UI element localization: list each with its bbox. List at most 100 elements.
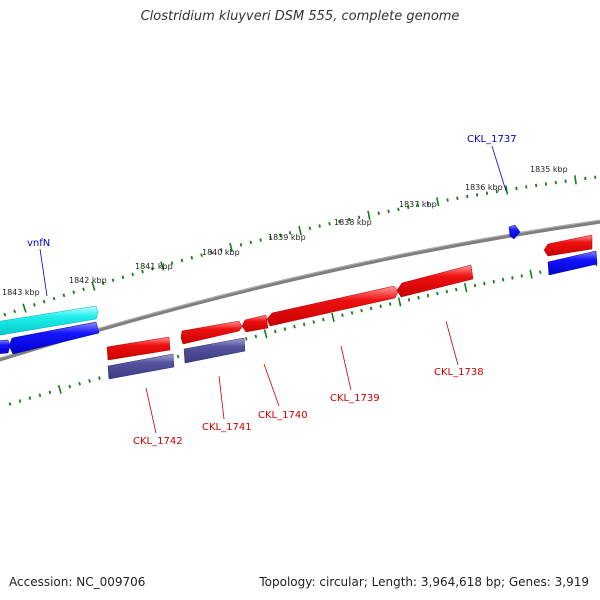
major-tick	[331, 312, 335, 322]
minor-tick	[456, 196, 459, 200]
minor-tick	[42, 299, 46, 304]
minor-tick	[483, 281, 486, 286]
minor-tick	[200, 253, 203, 257]
minor-tick	[33, 303, 36, 307]
gene-labels: vnfN CKL_1737 CKL_1738 CKL_1739 CKL_1740…	[27, 134, 517, 447]
minor-tick	[360, 308, 363, 313]
major-tick	[263, 329, 268, 339]
tick-labels: 1843 kbp 1842 kbp 1841 kbp 1840 kbp 1839…	[2, 165, 568, 297]
minor-tick	[72, 290, 76, 295]
minor-tick	[13, 309, 17, 314]
gene-feature-CKL_1740[interactable]	[180, 320, 243, 345]
minor-tick	[417, 295, 420, 300]
minor-tick	[78, 381, 81, 386]
minor-tick	[141, 269, 144, 274]
gene-feature-CKL_1739[interactable]	[266, 285, 399, 327]
tick-label: 1839 kbp	[268, 233, 306, 242]
minor-tick	[151, 266, 154, 271]
minor-tick	[407, 205, 410, 210]
minor-tick	[564, 179, 567, 183]
gene-feature-CKL_1742[interactable]	[106, 336, 171, 361]
major-tick	[91, 281, 96, 291]
minor-tick	[492, 279, 495, 284]
outer-tick-ring	[3, 175, 597, 317]
minor-tick	[245, 337, 248, 341]
minor-tick	[387, 209, 390, 213]
minor-tick	[52, 296, 56, 301]
major-tick	[505, 185, 509, 195]
minor-tick	[501, 277, 505, 282]
minor-tick	[318, 224, 321, 228]
gene-feature-right-blue[interactable]	[547, 250, 598, 276]
minor-tick	[535, 183, 538, 188]
gene-feature-CKL_1737[interactable]	[508, 224, 521, 240]
gene-label-CKL_1741[interactable]: CKL_1741	[202, 422, 252, 433]
minor-tick	[475, 193, 479, 197]
gene-label-CKL_1738[interactable]: CKL_1738	[434, 367, 484, 378]
major-tick	[574, 175, 577, 185]
minor-tick	[350, 311, 354, 315]
gene-label-CKL_1739[interactable]: CKL_1739	[330, 393, 380, 404]
gene-feature-vnfN[interactable]	[0, 305, 99, 336]
gene-feature-reverse-blue-small[interactable]	[0, 339, 11, 354]
gene-feature-CKL_1739-small[interactable]	[241, 314, 269, 333]
minor-tick	[485, 191, 489, 195]
minor-tick	[274, 329, 277, 334]
minor-tick	[62, 293, 66, 298]
minor-tick	[8, 402, 12, 406]
genome-summary-text: Topology: circular; Length: 3,964,618 bp…	[259, 575, 589, 589]
gene-label-CKL_1742[interactable]: CKL_1742	[133, 436, 183, 447]
minor-tick	[18, 399, 22, 403]
gene-feature-CKL_1742-rev[interactable]	[107, 353, 175, 380]
gene-feature-CKL_1738[interactable]	[396, 264, 474, 298]
minor-tick	[288, 231, 292, 235]
gene-label-vnfN[interactable]: vnfN	[27, 238, 50, 249]
major-tick	[529, 269, 533, 279]
minor-tick	[269, 235, 272, 240]
minor-tick	[515, 186, 518, 191]
minor-tick	[357, 215, 361, 220]
connector-CKL_1740	[263, 363, 280, 407]
minor-tick	[544, 182, 548, 186]
minor-tick	[322, 317, 325, 322]
tick-label: 1838 kbp	[334, 218, 372, 227]
minor-tick	[121, 275, 125, 280]
minor-tick	[426, 201, 430, 206]
gene-feature-CKL_1741[interactable]	[183, 337, 246, 364]
gene-label-CKL_1740[interactable]: CKL_1740	[258, 410, 308, 421]
minor-tick	[279, 233, 282, 237]
minor-tick	[249, 240, 253, 245]
tick-label: 1837 kbp	[399, 200, 437, 209]
minor-tick	[436, 291, 439, 296]
minor-tick	[3, 312, 7, 317]
minor-tick	[426, 293, 430, 298]
minor-tick	[239, 243, 243, 247]
minor-tick	[312, 320, 315, 324]
minor-tick	[308, 226, 312, 230]
minor-tick	[539, 270, 542, 274]
major-tick	[397, 297, 402, 307]
genome-backbone	[0, 219, 600, 362]
minor-tick	[328, 222, 331, 226]
minor-tick	[466, 194, 469, 199]
connector-CKL_1739	[340, 345, 352, 391]
minor-tick	[379, 304, 382, 308]
minor-tick	[131, 272, 135, 277]
minor-tick	[302, 322, 306, 327]
major-tick	[160, 261, 165, 271]
tick-label: 1835 kbp	[530, 165, 568, 174]
tick-label: 1836 kbp	[465, 183, 503, 192]
gene-feature-CKL_1737-edge[interactable]	[543, 234, 593, 257]
connector-vnfN	[39, 248, 48, 297]
minor-tick	[38, 393, 42, 397]
tick-label: 1840 kbp	[202, 248, 240, 257]
minor-tick	[377, 211, 380, 215]
minor-tick	[445, 289, 449, 294]
minor-tick	[520, 274, 523, 278]
tick-label: 1841 kbp	[135, 262, 173, 271]
minor-tick	[220, 248, 223, 252]
gene-label-CKL_1737[interactable]: CKL_1737	[467, 134, 517, 145]
forward-strand-features	[0, 234, 593, 345]
minor-tick	[338, 219, 341, 224]
minor-tick	[180, 258, 184, 263]
